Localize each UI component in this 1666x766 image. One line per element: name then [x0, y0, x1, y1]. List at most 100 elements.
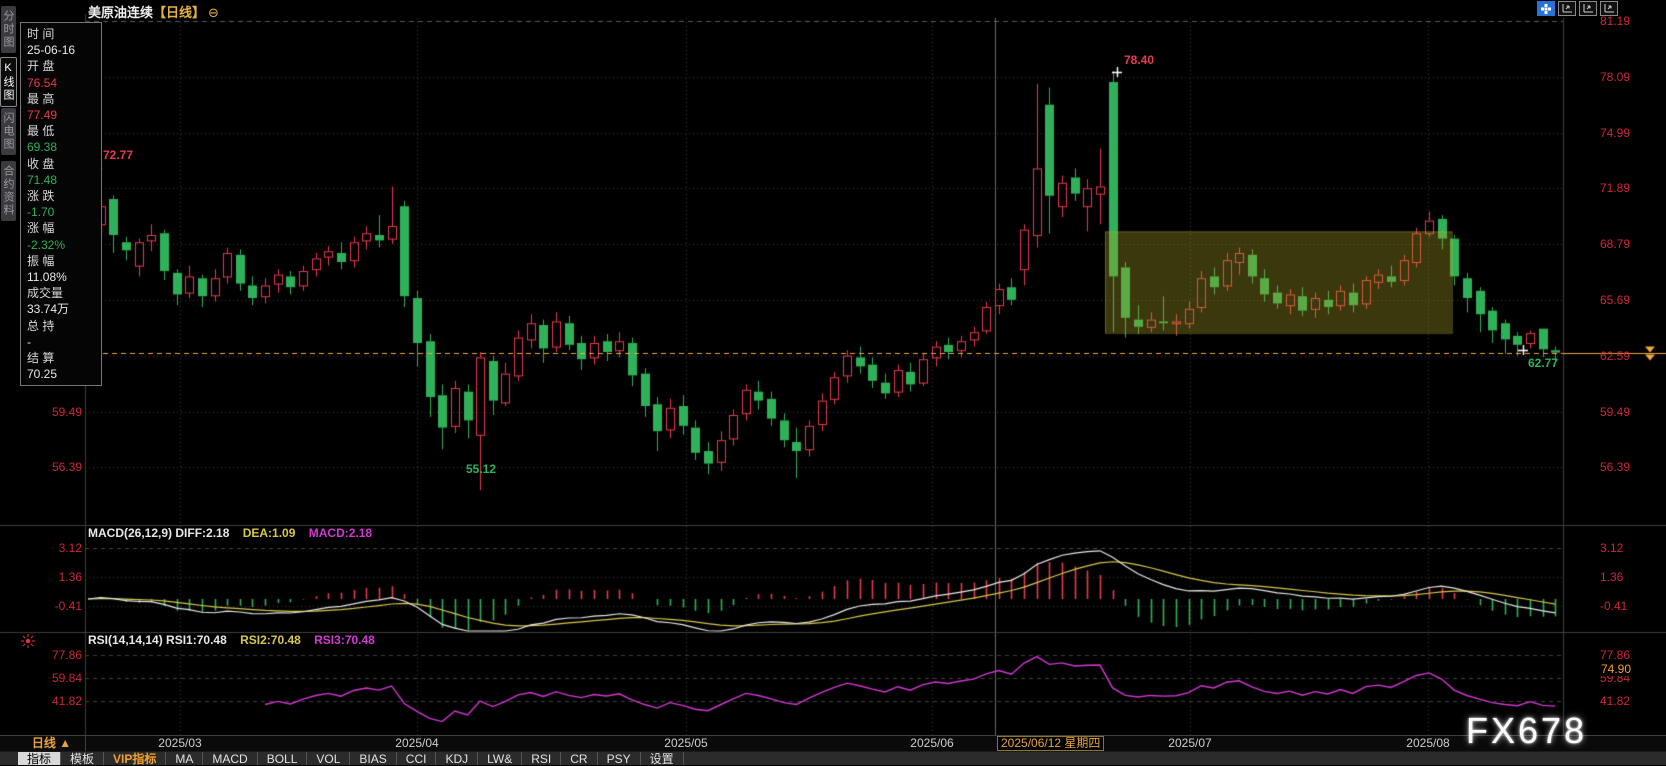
macd-axis-left-3.12: 3.12	[58, 540, 82, 555]
macd-axis-right-1.36: 1.36	[1600, 569, 1624, 584]
rsi-axis-right-41.82: 41.82	[1600, 694, 1631, 708]
left-tab-1[interactable]: K线图	[0, 57, 17, 107]
toolbar-item-模板[interactable]: 模板	[61, 752, 105, 766]
symbol-name: 美原油连续	[88, 5, 154, 20]
toolbar-item-LW&[interactable]: LW&	[478, 752, 523, 766]
price-axis-right-81.19: 81.19	[1600, 14, 1631, 28]
info-label-2: 最 高	[27, 91, 55, 106]
toolbar-item-CCI[interactable]: CCI	[397, 752, 437, 766]
alert-marker-icon[interactable]	[21, 634, 35, 648]
macd-axis-right-3.12: 3.12	[1600, 540, 1624, 555]
rsi3-value: RSI3:70.48	[314, 633, 375, 647]
price-axis-left-56.39: 56.39	[51, 460, 82, 475]
info-label-5: 涨 跌	[27, 189, 55, 204]
price-axis-right-71.89: 71.89	[1600, 181, 1631, 196]
info-value-5: -1.70	[27, 205, 55, 220]
period-selector[interactable]: 日线 ▲	[18, 736, 86, 751]
macd-axis-left-1.36: 1.36	[58, 569, 82, 584]
price-axis-right-65.69: 65.69	[1600, 293, 1631, 307]
info-label-0: 时 间	[27, 27, 55, 41]
indicator-toolbar: 指标 模板 VIP指标 MA MACD BOLL VOL BIAS CCI KDJ LW& RSI CR…	[0, 751, 1666, 766]
info-label-6: 涨 幅	[27, 221, 55, 236]
price-axis-right-78.09: 78.09	[1600, 69, 1631, 84]
annotation-78.40: 78.40	[1124, 53, 1155, 67]
toolbar-item-设置[interactable]: 设置	[641, 752, 684, 766]
month-label-2025/05: 2025/05	[664, 736, 708, 750]
price-axis-right-59.49: 59.49	[1600, 404, 1631, 419]
rsi-header: RSI(14,14,14) RSI1:70.48 RSI2:70.48 RSI3…	[88, 633, 385, 647]
info-label-8: 成交量	[27, 286, 64, 301]
info-label-1: 开 盘	[27, 59, 55, 74]
macd-value: MACD:2.18	[308, 526, 373, 540]
left-tab-3[interactable]: 合约资料	[1, 161, 16, 221]
price-axis-right-68.79: 68.79	[1600, 237, 1631, 252]
rsi1-value: RSI(14,14,14) RSI1:70.48	[88, 633, 227, 647]
toolbar-item-RSI[interactable]: RSI	[522, 752, 562, 766]
axis-zoom-icon[interactable]	[1558, 1, 1576, 16]
month-label-2025/03: 2025/03	[158, 736, 202, 750]
info-value-3: 69.38	[27, 140, 58, 155]
price-axis-right-74.99: 74.99	[1600, 125, 1631, 140]
info-value-6: -2.32%	[27, 237, 66, 252]
info-value-4: 71.48	[27, 172, 58, 187]
info-label-10: 结 算	[27, 351, 55, 366]
month-label-2025/06: 2025/06	[910, 736, 954, 750]
toolbar-item-VOL[interactable]: VOL	[307, 752, 351, 766]
info-label-4: 收 盘	[27, 156, 55, 171]
axis-play-icon[interactable]	[1579, 1, 1597, 16]
month-label-2025/07: 2025/07	[1168, 736, 1212, 750]
collapse-icon[interactable]: ⊖	[208, 5, 219, 20]
toolbar-item-BOLL[interactable]: BOLL	[258, 752, 308, 766]
annotation-62.77: 62.77	[1528, 356, 1559, 370]
info-label-3: 最 低	[27, 124, 55, 139]
info-value-2: 77.49	[27, 108, 58, 123]
crosshair-tool-icon[interactable]	[1537, 1, 1555, 16]
info-value-8: 33.74万	[27, 302, 70, 317]
toolbar-item-BIAS[interactable]: BIAS	[350, 752, 397, 766]
shift-right-icon[interactable]	[1600, 1, 1618, 16]
month-label-2025/08: 2025/08	[1406, 736, 1450, 750]
annotation-72.77: 72.77	[103, 148, 134, 162]
info-label-7: 振 幅	[27, 253, 55, 268]
toolbar-item-PSY[interactable]: PSY	[598, 752, 641, 766]
macd-dea-value: DEA:1.09	[242, 526, 296, 540]
info-value-10: 70.25	[27, 367, 58, 382]
left-tab-strip: 分时图 K线图 闪电图合约资料	[0, 0, 18, 765]
macd-axis-left--0.41: -0.41	[54, 598, 82, 613]
watermark: FX678	[1466, 710, 1588, 751]
rsi-axis-left-59.84: 59.84	[51, 671, 82, 685]
toolbar-item-指标[interactable]: 指标	[18, 752, 62, 766]
left-tab-2[interactable]: 闪电图	[1, 108, 16, 155]
info-value-9: -	[27, 334, 31, 349]
macd-params-diff: MACD(26,12,9) DIFF:2.18	[88, 526, 230, 540]
price-axis-left-59.49: 59.49	[51, 404, 82, 419]
price-axis-right-56.39: 56.39	[1600, 460, 1631, 475]
toolbar-item-KDJ[interactable]: KDJ	[436, 752, 479, 766]
rsi-axis-right-77.86: 77.86	[1600, 648, 1631, 662]
toolbar-item-CR[interactable]: CR	[561, 752, 598, 766]
macd-header: MACD(26,12,9) DIFF:2.18 DEA:1.09 MACD:2.…	[88, 526, 382, 540]
date-axis-row: 日线 ▲ 2025/03 2025/04 2025/05 2025/06 2025/07…	[0, 735, 1666, 751]
info-value-1: 76.54	[27, 75, 58, 90]
chart-title: 美原油连续【日线】 ⊖	[88, 2, 219, 21]
price-axis-right-62.59: 62.59	[1600, 348, 1631, 363]
toolbar-item-MACD[interactable]: MACD	[203, 752, 258, 766]
macd-axis-right--0.41: -0.41	[1600, 598, 1628, 613]
info-label-9: 总 持	[27, 318, 55, 333]
rsi-current-value-chip: 74.90	[1599, 662, 1634, 676]
highlighted-date-label: 2025/06/12 星期四	[997, 736, 1105, 751]
left-tab-0[interactable]: 分时图	[1, 6, 16, 53]
month-label-2025/04: 2025/04	[395, 736, 439, 750]
annotation-55.12: 55.12	[466, 462, 497, 476]
quote-info-panel: 时 间 25-06-16 开 盘 76.54 最 高 77.49 最 低 69.38 收 盘 71…	[20, 22, 102, 387]
toolbar-item-MA[interactable]: MA	[166, 752, 204, 766]
toolbar-item-VIP指标[interactable]: VIP指标	[104, 752, 167, 766]
period-name: 【日线】	[153, 5, 206, 20]
info-value-7: 11.08%	[27, 270, 67, 285]
rsi-axis-left-77.86: 77.86	[51, 648, 82, 662]
rsi2-value: RSI2:70.48	[240, 633, 301, 647]
info-value-0: 25-06-16	[27, 43, 76, 58]
chart-tool-icons	[1537, 1, 1618, 16]
rsi-axis-left-41.82: 41.82	[51, 694, 82, 708]
